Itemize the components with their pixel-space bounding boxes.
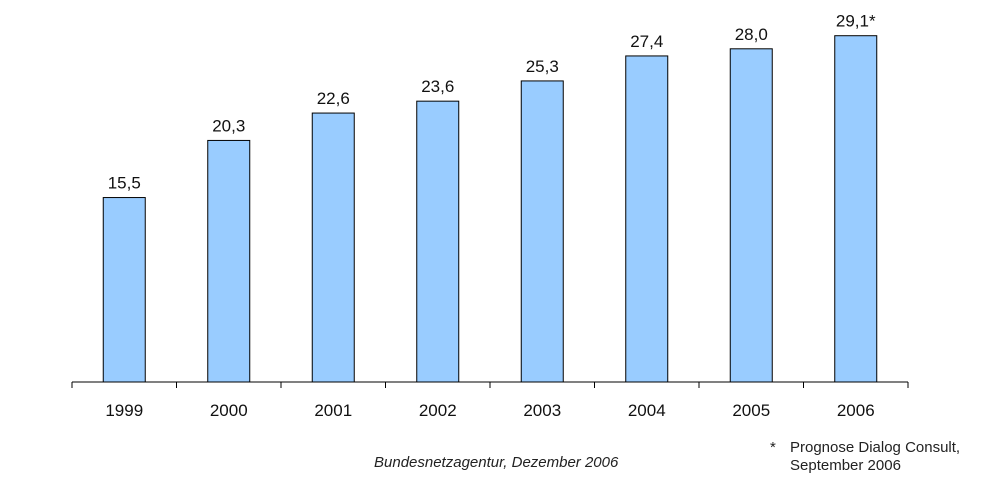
bars-group: [102, 35, 878, 383]
value-label-2006: 29,1*: [836, 12, 876, 31]
value-label-1999: 15,5: [108, 174, 141, 193]
tick-label-2002: 2002: [419, 401, 457, 420]
bar-2006: [834, 35, 878, 383]
footnote-marker: *: [770, 439, 776, 456]
footnote-line-1: Prognose Dialog Consult,: [790, 439, 961, 456]
tick-label-2001: 2001: [314, 401, 352, 420]
footnote: * Prognose Dialog Consult, September 2006: [770, 439, 960, 475]
bar-2005: [729, 48, 773, 383]
bar-2001: [311, 112, 355, 383]
source-note: Bundesnetzagentur, Dezember 2006: [374, 454, 619, 471]
bar-2002: [416, 100, 460, 383]
footnote-line-2: September 2006: [790, 457, 901, 474]
value-label-2004: 27,4: [630, 32, 663, 51]
tick-label-2005: 2005: [732, 401, 770, 420]
tick-label-2003: 2003: [523, 401, 561, 420]
tick-label-2004: 2004: [628, 401, 666, 420]
value-label-2002: 23,6: [421, 77, 454, 96]
value-label-2000: 20,3: [212, 116, 245, 135]
value-label-2001: 22,6: [317, 89, 350, 108]
bar-2003: [520, 80, 564, 383]
value-label-2003: 25,3: [526, 57, 559, 76]
bar-2000: [207, 139, 251, 383]
tick-label-2000: 2000: [210, 401, 248, 420]
tick-label-1999: 1999: [105, 401, 143, 420]
bar-1999: [102, 197, 146, 383]
x-axis: 1999 2000 2001 2002 2003 2004 2005 2006: [71, 381, 909, 420]
bar-2004: [625, 55, 669, 383]
value-label-2005: 28,0: [735, 25, 768, 44]
value-labels-group: 15,5 20,3 22,6 23,6 25,3 27,4 28,0 29,1*: [108, 12, 876, 193]
tick-label-2006: 2006: [837, 401, 875, 420]
